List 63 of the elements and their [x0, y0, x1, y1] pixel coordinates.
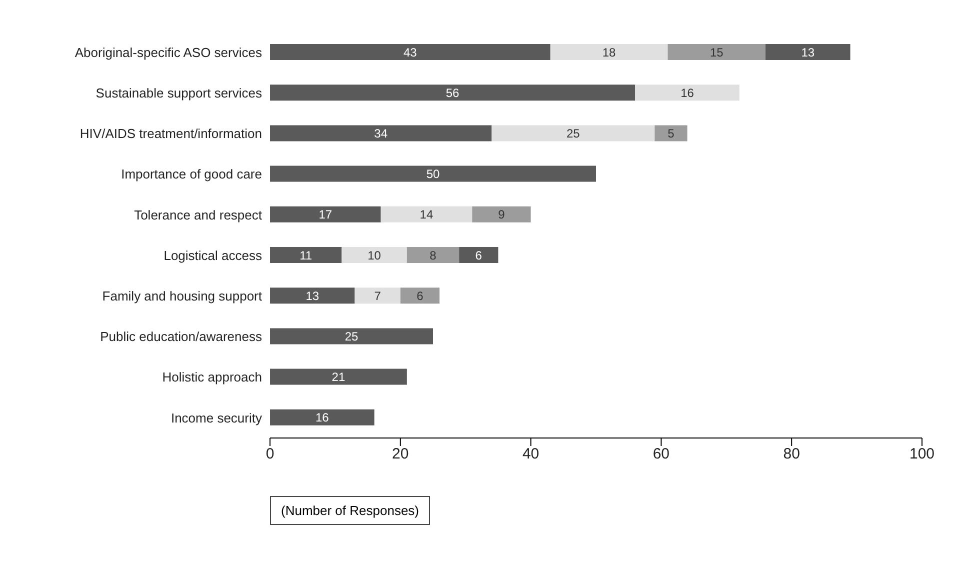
y-tick-label: Income security: [170, 410, 262, 426]
data-label: 25: [566, 126, 580, 140]
data-label: 10: [368, 248, 382, 262]
x-tick-label: 60: [652, 446, 670, 463]
data-label: 25: [344, 329, 358, 344]
bar: [400, 288, 440, 304]
y-tick-label: Holistic approach: [162, 370, 262, 385]
data-label: 50: [426, 167, 440, 182]
x-tick-label: 20: [392, 446, 409, 463]
y-tick-label: HIV/AIDS treatment/information: [80, 126, 262, 142]
data-label: 6: [416, 288, 424, 303]
data-label: 13: [801, 45, 815, 60]
data-label: 16: [315, 410, 330, 425]
data-label: 21: [332, 370, 346, 384]
y-tick-label: Public education/awareness: [100, 329, 262, 344]
y-tick-label: Sustainable support services: [96, 86, 262, 101]
data-label: 9: [498, 208, 506, 222]
bar: [270, 44, 550, 60]
y-tick-label: Logistical access: [164, 248, 262, 263]
data-label: 5: [668, 126, 675, 140]
bar: [270, 206, 381, 222]
bar: [766, 44, 850, 60]
y-tick-label: Tolerance and respect: [134, 207, 262, 222]
x-tick-label: 100: [909, 446, 935, 463]
data-label: 43: [404, 45, 418, 60]
bar: [550, 44, 668, 60]
bar: [472, 206, 531, 222]
data-label: 6: [475, 248, 482, 262]
x-tick-label: 0: [266, 446, 274, 463]
bar: [342, 247, 407, 263]
bar: [270, 288, 355, 304]
bar: [380, 206, 472, 222]
data-label: 8: [430, 248, 437, 262]
data-label: 34: [374, 126, 388, 140]
bar: [459, 247, 498, 263]
x-tick-label: 40: [522, 446, 540, 463]
bar: [270, 84, 636, 101]
bar: [270, 328, 433, 344]
bar: [492, 125, 655, 142]
y-tick-label: Family and housing support: [102, 288, 262, 304]
bar: [668, 44, 766, 60]
data-label: 18: [602, 45, 616, 60]
data-label: 14: [420, 208, 434, 222]
bar: [270, 247, 342, 263]
bar: [654, 125, 688, 142]
bar: [635, 84, 740, 101]
y-tick-label: Aboriginal-specific ASO services: [74, 44, 262, 60]
bar: [270, 409, 374, 426]
x-axis-title: (Number of Responses): [270, 496, 430, 525]
bar: [270, 166, 596, 182]
bar: [406, 247, 460, 263]
x-tick-label: 80: [783, 446, 800, 463]
data-label: 17: [318, 208, 332, 222]
bar: [270, 368, 407, 385]
bar: [354, 288, 400, 304]
data-label: 15: [710, 45, 724, 60]
data-label: 56: [446, 86, 460, 100]
data-label: 13: [306, 288, 320, 303]
data-label: 16: [680, 86, 694, 100]
y-tick-label: Importance of good care: [121, 166, 262, 182]
data-label: 7: [374, 288, 382, 303]
bar: [270, 125, 492, 142]
data-label: 11: [300, 248, 312, 262]
